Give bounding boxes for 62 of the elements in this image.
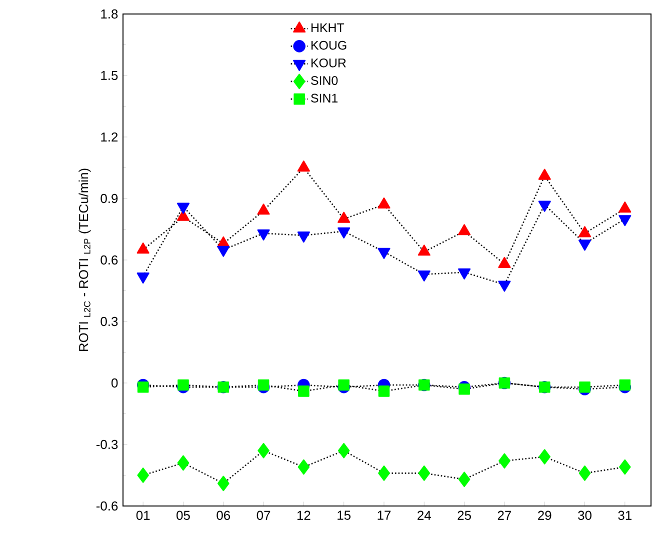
- point: [338, 379, 350, 391]
- y-tick-label: 0.3: [100, 316, 118, 326]
- y-tick-label: 0.9: [100, 194, 118, 204]
- point: [378, 386, 390, 397]
- x-tick-label: 01: [136, 510, 150, 520]
- point: [619, 379, 631, 391]
- legend-label: KOUR: [311, 58, 346, 68]
- x-tick-label: 17: [378, 510, 391, 520]
- point: [498, 256, 511, 268]
- point: [579, 381, 590, 393]
- x-tick-label: 27: [498, 510, 511, 520]
- point: [498, 453, 510, 469]
- point: [578, 466, 591, 481]
- x-tick-label: 25: [458, 510, 471, 520]
- point: [578, 226, 592, 238]
- y-axis-title: ROTI $_{L2C}$ - ROTI $_{L2P}$ (TECu/min): [78, 168, 91, 351]
- point: [458, 224, 471, 236]
- y-tick-label: 1.8: [101, 9, 118, 19]
- point: [458, 383, 470, 395]
- x-tick-label: 12: [297, 510, 310, 520]
- point: [298, 459, 310, 475]
- y-tick-label: -0.3: [96, 440, 118, 450]
- legend-label: SIN0: [311, 76, 338, 85]
- point: [177, 455, 190, 471]
- y-tick-label: 1.2: [101, 132, 118, 142]
- y-tick-label: 0: [111, 378, 118, 388]
- x-tick-label: 30: [578, 510, 592, 520]
- legend-label: HKHT: [311, 23, 344, 32]
- x-tick-label: 31: [618, 510, 632, 520]
- point: [338, 212, 350, 223]
- point: [176, 210, 190, 221]
- point: [418, 466, 430, 481]
- point: [538, 168, 551, 180]
- point: [217, 476, 230, 492]
- point: [258, 379, 270, 391]
- legend-label: KOUG: [311, 40, 346, 50]
- y-tick-label: -0.6: [96, 501, 118, 511]
- point: [619, 459, 631, 475]
- point: [258, 442, 270, 458]
- legend-label: SIN1: [311, 94, 338, 103]
- x-tick-label: 15: [338, 510, 350, 520]
- point: [458, 472, 470, 487]
- point: [137, 381, 149, 393]
- x-tick-label: 07: [256, 510, 270, 520]
- point: [378, 466, 390, 481]
- x-tick-label: 24: [418, 510, 431, 520]
- point: [178, 379, 189, 391]
- point: [538, 449, 551, 464]
- x-tick-label: 29: [538, 510, 552, 520]
- y-tick-label: 1.5: [101, 70, 118, 80]
- point: [137, 468, 149, 483]
- x-tick-label: 06: [216, 510, 230, 520]
- point: [618, 202, 632, 213]
- x-tick-label: 05: [176, 510, 190, 520]
- point: [418, 244, 430, 256]
- y-tick-label: 0.6: [100, 255, 118, 265]
- point: [338, 442, 350, 458]
- point: [297, 160, 310, 172]
- point: [257, 204, 270, 215]
- point: [378, 197, 390, 209]
- point: [136, 242, 150, 254]
- point: [298, 386, 310, 397]
